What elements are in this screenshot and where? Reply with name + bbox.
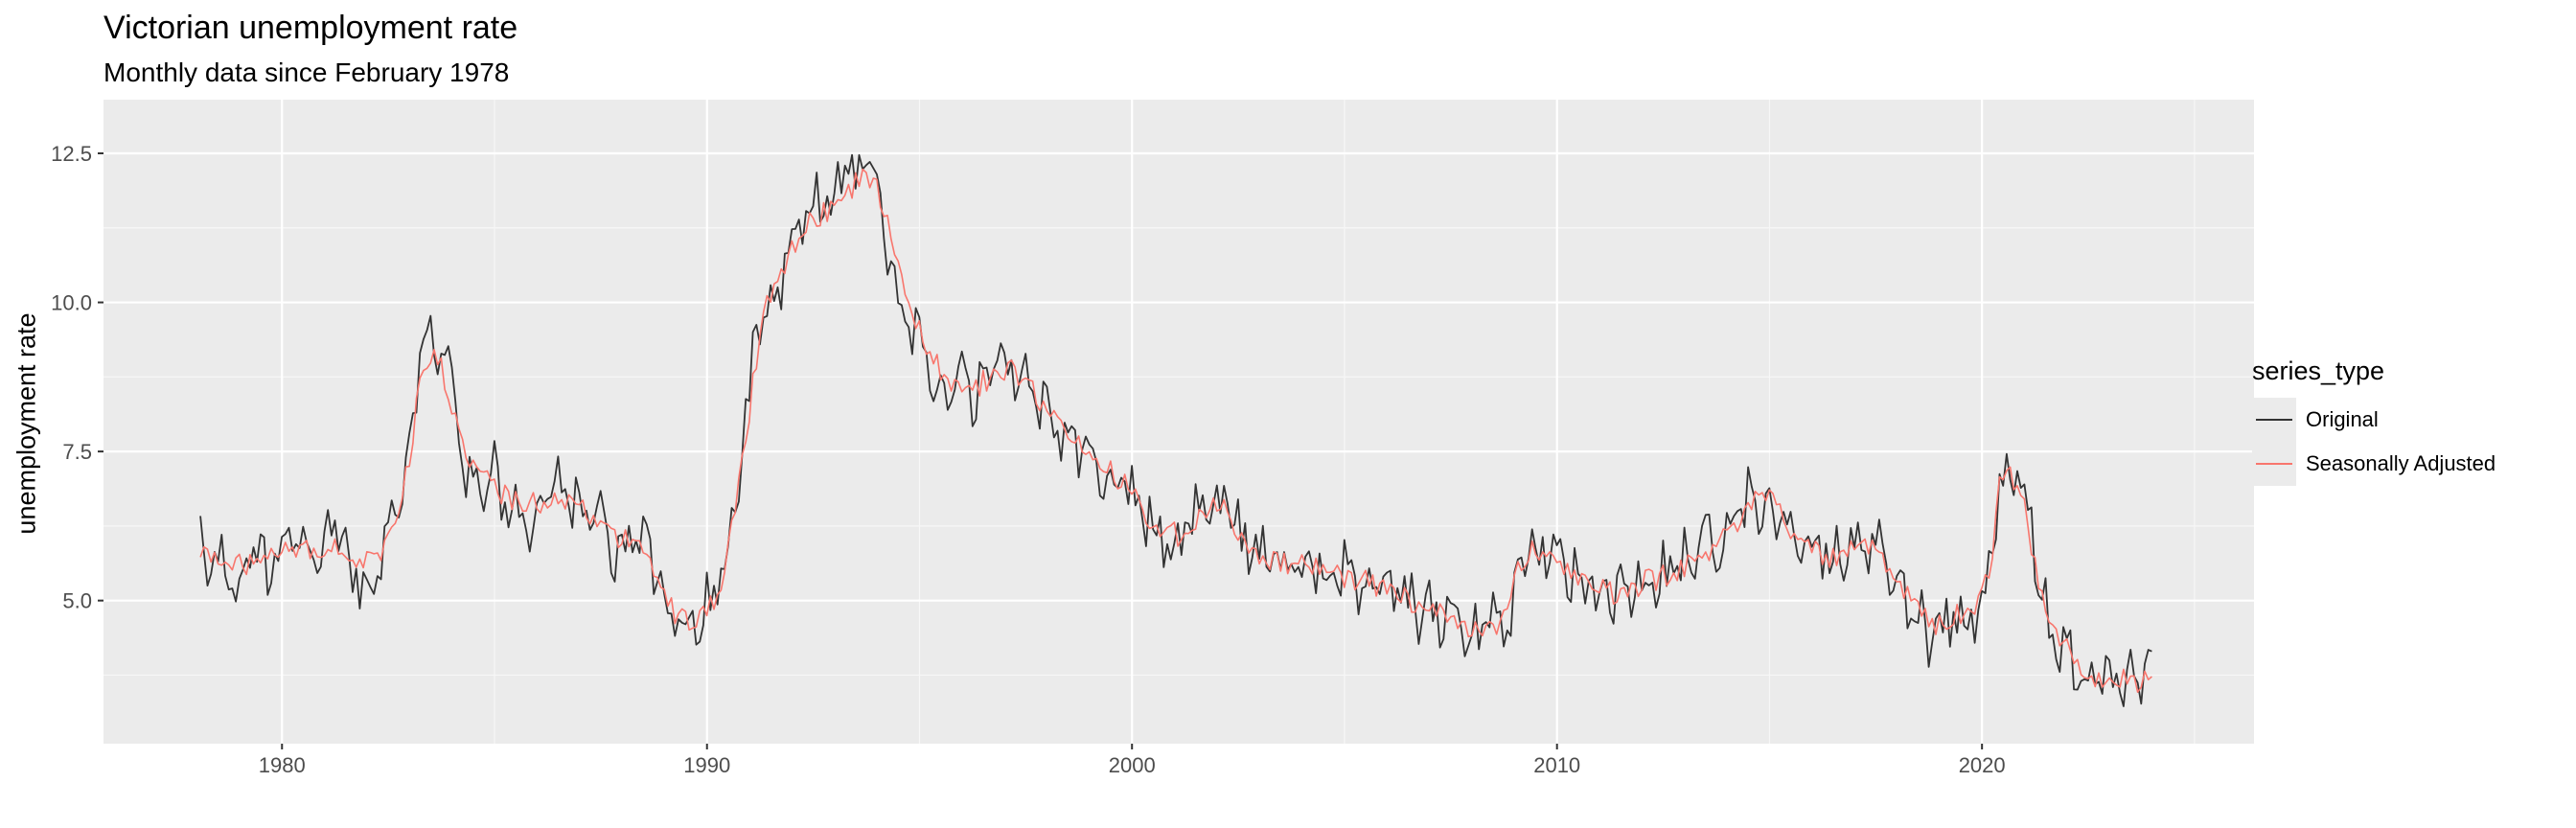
chart-subtitle: Monthly data since February 1978 xyxy=(104,58,510,87)
x-tick-label: 1980 xyxy=(259,753,306,777)
y-tick-label: 10.0 xyxy=(51,291,92,315)
x-tick-label: 2000 xyxy=(1109,753,1156,777)
legend-label-seasonally-adjusted: Seasonally Adjusted xyxy=(2306,451,2496,475)
grid-minor xyxy=(104,100,2254,744)
x-tick-label: 2020 xyxy=(1959,753,2006,777)
x-tick-label: 1990 xyxy=(683,753,730,777)
x-axis: 1980 1990 2000 2010 2020 xyxy=(259,744,2006,777)
chart-title: Victorian unemployment rate xyxy=(104,10,518,46)
legend-line-seasonally-adjusted xyxy=(2256,463,2292,465)
legend-line-original xyxy=(2256,419,2292,421)
series-layer xyxy=(199,153,2152,707)
x-tick-label: 2010 xyxy=(1533,753,1580,777)
legend-key-seasonally-adjusted xyxy=(2252,442,2296,486)
legend-item-original: Original xyxy=(2252,398,2496,442)
legend: series_type Original Seasonally Adjusted xyxy=(2252,356,2496,486)
y-tick-label: 5.0 xyxy=(62,589,92,613)
grid-major xyxy=(104,100,2254,744)
legend-title: series_type xyxy=(2252,356,2385,385)
series-line-seasonally-adjusted xyxy=(199,168,2152,694)
legend-key-original xyxy=(2252,398,2296,442)
y-tick-label: 12.5 xyxy=(51,142,92,166)
legend-label-original: Original xyxy=(2306,407,2379,431)
legend-item-seasonally-adjusted: Seasonally Adjusted xyxy=(2252,442,2496,486)
y-axis: 5.0 7.5 10.0 12.5 xyxy=(51,142,104,613)
y-tick-label: 7.5 xyxy=(62,440,92,464)
plot-panel xyxy=(104,100,2254,744)
